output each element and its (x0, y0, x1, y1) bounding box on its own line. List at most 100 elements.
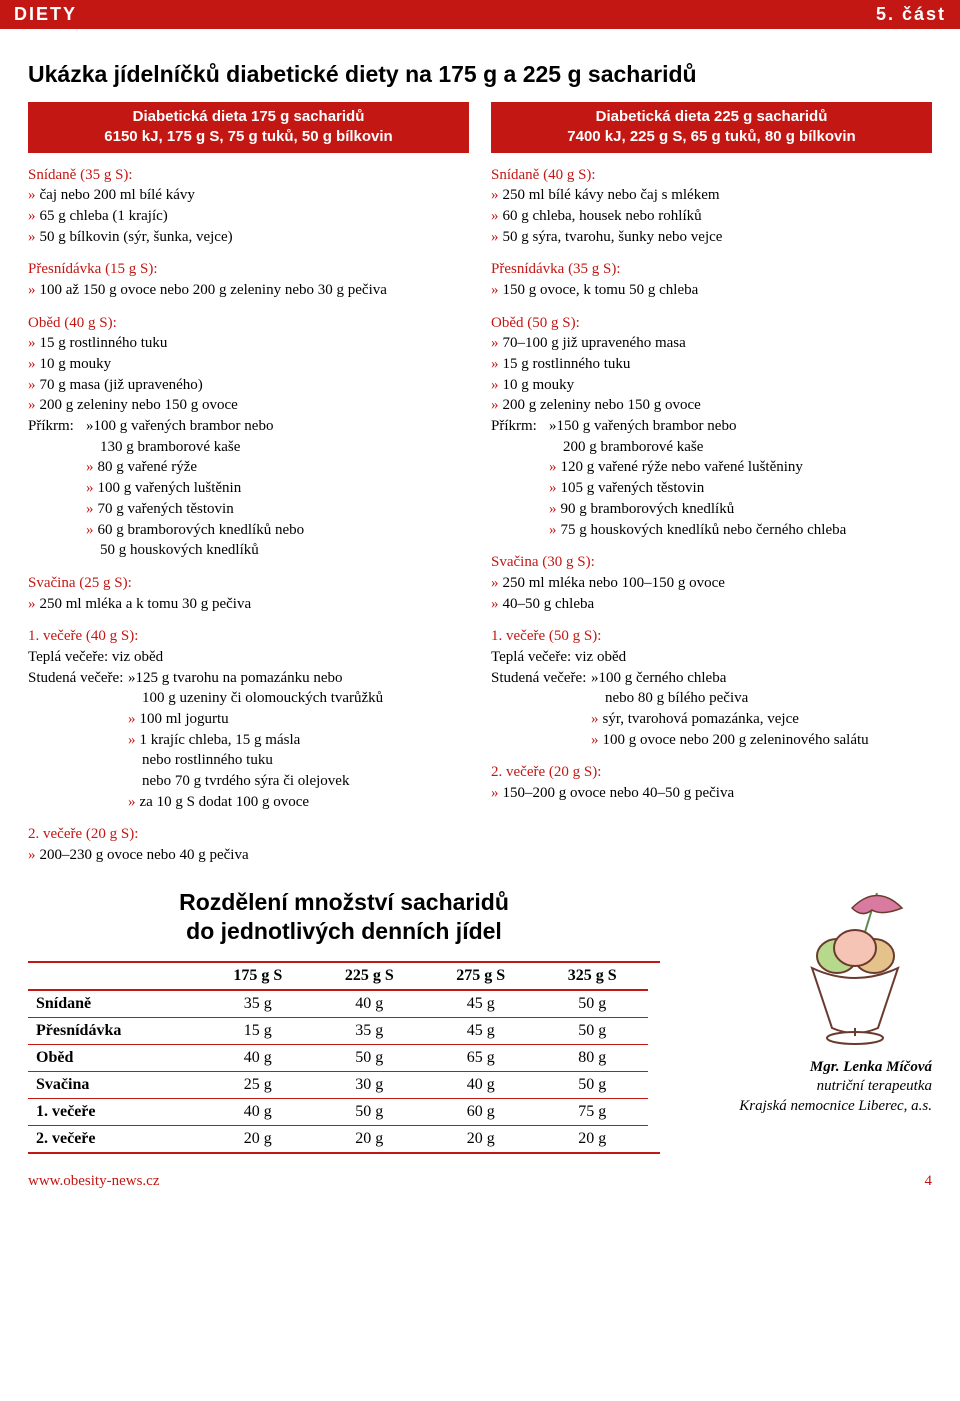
bullet-icon: » (128, 792, 136, 813)
table-cell: 50 g (536, 990, 648, 1018)
item-continuation: nebo rostlinného tuku (28, 750, 469, 771)
list-item: »150 g ovoce, k tomu 50 g chleba (491, 280, 932, 301)
item-continuation: nebo 70 g tvrdého sýra či olejovek (28, 771, 469, 792)
table-cell: 80 g (536, 1045, 648, 1072)
item-text: 150 g ovoce, k tomu 50 g chleba (503, 280, 699, 301)
bottom-right: Mgr. Lenka Míčová nutriční terapeutka Kr… (672, 888, 932, 1117)
table-row: 2. večeře20 g20 g20 g20 g (28, 1126, 648, 1153)
table-cell: 40 g (425, 1072, 536, 1099)
item-continuation: nebo 80 g bílého pečiva (491, 688, 932, 709)
diet-225-title: Diabetická dieta 225 g sacharidů (497, 107, 926, 127)
bottom-title-line1: Rozdělení množství sacharidů (179, 889, 509, 915)
item-text: sýr, tvarohová pomazánka, vejce (603, 709, 799, 730)
list-item: »100 až 150 g ovoce nebo 200 g zeleniny … (28, 280, 469, 301)
table-cell: 75 g (536, 1099, 648, 1126)
table-cell: 50 g (536, 1018, 648, 1045)
item-text: 15 g rostlinného tuku (40, 333, 168, 354)
item-text: 75 g houskových knedlíků nebo černého ch… (561, 520, 847, 541)
footer-page-number: 4 (925, 1173, 933, 1190)
section-heading: Přesnídávka (35 g S): (491, 259, 932, 280)
item-text: 120 g vařené rýže nebo vařené luštěniny (561, 457, 803, 478)
prikrm-label: Příkrm: (491, 416, 549, 437)
bullet-icon: » (491, 206, 499, 227)
bottom-left: Rozdělení množství sacharidů do jednotli… (28, 888, 660, 1155)
item-text: 50 g bílkovin (sýr, šunka, vejce) (40, 227, 233, 248)
section-snidane-175: Snídaně (35 g S): »čaj nebo 200 ml bílé … (28, 165, 469, 248)
item-text: 70 g vařených těstovin (98, 499, 234, 520)
item-text: 80 g vařené rýže (98, 457, 198, 478)
bullet-icon: » (86, 520, 94, 541)
item-text: 250 ml bílé kávy nebo čaj s mlékem (503, 185, 720, 206)
bullet-icon: » (491, 227, 499, 248)
list-item: »65 g chleba (1 krajíc) (28, 206, 469, 227)
item-text: 150–200 g ovoce nebo 40–50 g pečiva (503, 783, 735, 804)
list-item: »100 g vařených luštěnin (28, 478, 469, 499)
list-item: »70 g masa (již upraveného) (28, 375, 469, 396)
diet-225-header: Diabetická dieta 225 g sacharidů 7400 kJ… (491, 102, 932, 153)
footer-url: www.obesity-news.cz (28, 1173, 160, 1190)
item-text: 70–100 g již upraveného masa (503, 333, 686, 354)
diet-175-title: Diabetická dieta 175 g sacharidů (34, 107, 463, 127)
item-text: 200 g zeleniny nebo 150 g ovoce (503, 395, 701, 416)
diet-225-subtitle: 7400 kJ, 225 g S, 65 g tuků, 80 g bílkov… (497, 127, 926, 147)
prikrm-row: Příkrm: » 150 g vařených brambor nebo (491, 416, 932, 437)
table-cell: 20 g (314, 1126, 425, 1153)
prikrm-row: Příkrm: » 100 g vařených brambor nebo (28, 416, 469, 437)
table-cell: 2. večeře (28, 1126, 202, 1153)
table-cell: 20 g (425, 1126, 536, 1153)
table-row: 1. večeře40 g50 g60 g75 g (28, 1099, 648, 1126)
bullet-icon: » (491, 594, 499, 615)
item-text: 150 g vařených brambor nebo (557, 416, 737, 437)
table-cell: 50 g (536, 1072, 648, 1099)
table-cell: Snídaně (28, 990, 202, 1018)
table-cell: 40 g (314, 990, 425, 1018)
list-item: »120 g vařené rýže nebo vařené luštěniny (491, 457, 932, 478)
bullet-icon: » (549, 520, 557, 541)
list-item: »200–230 g ovoce nebo 40 g pečiva (28, 845, 469, 866)
item-text: 100 g vařených luštěnin (98, 478, 242, 499)
item-text: 100 g vařených brambor nebo (94, 416, 274, 437)
section-heading: Svačina (30 g S): (491, 552, 932, 573)
list-item: »250 ml bílé kávy nebo čaj s mlékem (491, 185, 932, 206)
section-heading: Snídaně (40 g S): (491, 165, 932, 186)
section-heading: Svačina (25 g S): (28, 573, 469, 594)
bullet-icon: » (549, 416, 557, 437)
list-item: »10 g mouky (28, 354, 469, 375)
item-continuation: 200 g bramborové kaše (491, 437, 932, 458)
bullet-icon: » (491, 354, 499, 375)
table-cell: 1. večeře (28, 1099, 202, 1126)
list-item: »sýr, tvarohová pomazánka, vejce (491, 709, 932, 730)
bullet-icon: » (491, 395, 499, 416)
item-text: čaj nebo 200 ml bílé kávy (40, 185, 195, 206)
item-text: 60 g bramborových knedlíků nebo (98, 520, 305, 541)
section-heading: 1. večeře (50 g S): (491, 626, 932, 647)
author-block: Mgr. Lenka Míčová nutriční terapeutka Kr… (739, 1058, 932, 1117)
bullet-icon: » (28, 594, 36, 615)
author-org: Krajská nemocnice Liberec, a.s. (739, 1097, 932, 1117)
author-role: nutriční terapeutka (739, 1077, 932, 1097)
list-item: »40–50 g chleba (491, 594, 932, 615)
table-cell: 45 g (425, 990, 536, 1018)
diet-175-header: Diabetická dieta 175 g sacharidů 6150 kJ… (28, 102, 469, 153)
bullet-icon: » (28, 354, 36, 375)
bullet-icon: » (549, 457, 557, 478)
list-item: »50 g sýra, tvarohu, šunky nebo vejce (491, 227, 932, 248)
list-item: »150–200 g ovoce nebo 40–50 g pečiva (491, 783, 932, 804)
item-text: 100 g černého chleba (599, 668, 727, 689)
table-cell: 35 g (202, 990, 313, 1018)
table-cell: 25 g (202, 1072, 313, 1099)
item-text: 10 g mouky (40, 354, 112, 375)
bullet-icon: » (28, 206, 36, 227)
item-text: 90 g bramborových knedlíků (561, 499, 735, 520)
section-vecere2-175: 2. večeře (20 g S): »200–230 g ovoce neb… (28, 824, 469, 865)
section-heading: Přesnídávka (15 g S): (28, 259, 469, 280)
table-row: Snídaně35 g40 g45 g50 g (28, 990, 648, 1018)
bullet-icon: » (491, 783, 499, 804)
item-text: 250 ml mléka a k tomu 30 g pečiva (40, 594, 252, 615)
item-continuation: 130 g bramborové kaše (28, 437, 469, 458)
plain-text: Teplá večeře: viz oběd (491, 647, 932, 668)
table-cell: 15 g (202, 1018, 313, 1045)
bullet-icon: » (86, 499, 94, 520)
section-presnidavka-175: Přesnídávka (15 g S): »100 až 150 g ovoc… (28, 259, 469, 300)
studena-label: Studená večeře: (491, 668, 591, 689)
